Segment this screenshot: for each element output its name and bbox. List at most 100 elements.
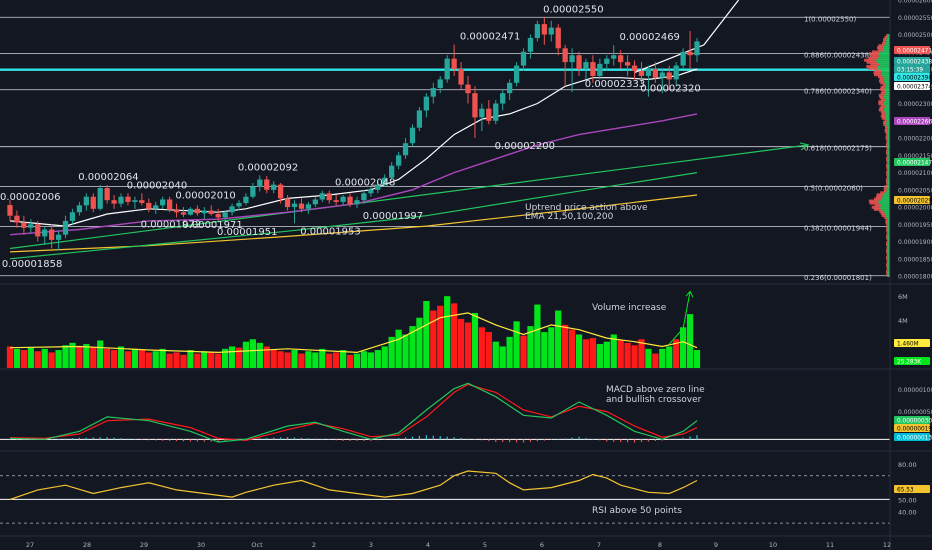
volume-marker: 25.283K	[897, 360, 921, 366]
volume-profile-bar	[878, 79, 884, 83]
macd-histogram-bar	[106, 437, 108, 440]
volume-bar	[416, 317, 423, 368]
volume-profile-bar	[886, 232, 889, 236]
candle-body	[395, 155, 402, 166]
volume-profile-bar	[879, 77, 885, 81]
volume-profile-bar	[887, 125, 890, 129]
candle-body	[382, 177, 388, 185]
volume-profile-bar	[886, 156, 888, 160]
candle-body	[284, 198, 291, 208]
candle-body	[104, 188, 110, 201]
volume-profile-bar	[884, 106, 890, 110]
volume-profile-bar	[885, 135, 888, 139]
volume-profile-bar	[880, 87, 885, 91]
macd-histogram-bar	[377, 439, 379, 441]
volume-profile-bar	[874, 73, 882, 77]
candle-body	[271, 184, 277, 190]
price-marker-bg	[894, 117, 930, 125]
volume-bar	[159, 348, 166, 368]
volume-bar	[478, 327, 486, 368]
volume-profile-bar	[885, 178, 888, 182]
volume-profile-bar	[888, 153, 890, 157]
price-axis-tick: 0.00001950	[898, 222, 932, 229]
price-level-label: 0.00002064	[78, 172, 138, 183]
macd-histogram-bar	[585, 437, 587, 440]
price-panel[interactable]: 1(0.00002550) 0.886(0.00002438) 0.786(0.00…	[0, 0, 890, 282]
volume-arrow	[668, 291, 691, 345]
volume-bar	[249, 339, 257, 368]
price-level-label: 0.00001951	[217, 227, 277, 238]
volume-profile-bar	[877, 46, 883, 50]
candle-body	[534, 24, 541, 38]
volume-profile-bar	[886, 118, 890, 122]
volume-profile-bar	[864, 58, 876, 62]
volume-profile-bar	[884, 191, 890, 195]
price-level-label: 0.00002471	[460, 32, 520, 43]
volume-profile-bar	[888, 162, 890, 166]
volume-bar	[69, 342, 76, 368]
volume-profile-bar	[882, 195, 890, 199]
volume-bar	[485, 332, 492, 368]
volume-profile-bar	[880, 114, 885, 118]
macd-histogram-bar	[661, 439, 663, 441]
volume-profile-bar	[886, 120, 890, 124]
price-level-label: 0.00002048	[335, 178, 395, 189]
volume-profile-bar	[887, 131, 890, 135]
candle-body	[430, 88, 436, 97]
price-axis-tick: 0.00002050	[898, 187, 932, 194]
macd-histogram-bar	[307, 438, 309, 440]
volume-profile-bar	[882, 193, 890, 197]
volume-profile-bar	[887, 33, 890, 37]
price-axis-tick: 0.00001800	[898, 274, 932, 281]
macd-histogram-bar	[571, 437, 573, 440]
price-level-label: 0.00001997	[363, 211, 423, 222]
macd-axis-tick: 0.00000050	[898, 409, 932, 416]
volume-profile-bar	[879, 106, 885, 110]
volume-profile-bar	[885, 127, 888, 131]
volume-profile-bar	[875, 58, 890, 62]
volume-profile-bar	[869, 201, 879, 205]
price-marker-bg	[894, 196, 930, 204]
volume-bar	[48, 352, 55, 368]
macd-annotation-line2: and bullish crossover	[606, 395, 702, 405]
candle-body	[55, 234, 62, 240]
macd-histogram-bar	[453, 437, 455, 440]
volume-bar	[360, 351, 368, 368]
volume-profile-bar	[878, 44, 884, 48]
candle-body	[611, 55, 617, 59]
volume-profile-bar	[885, 104, 890, 108]
volume-profile-bar	[880, 191, 885, 195]
volume-profile-bar	[885, 116, 890, 120]
macd-line	[9, 382, 698, 443]
volume-bar	[374, 350, 381, 368]
volume-bar	[492, 341, 499, 368]
volume-profile-bar	[886, 240, 888, 244]
volume-profile-bar	[885, 42, 890, 46]
volume-profile-bar	[888, 224, 890, 228]
price-axis-tick: 0.00002200	[898, 136, 932, 143]
price-axis-tick: 0.00002300	[898, 101, 932, 108]
rsi-panel[interactable]: RSI above 50 points 80.00 50.00 40.00	[0, 461, 917, 524]
volume-profile-bar	[887, 249, 890, 253]
volume-bar	[381, 346, 388, 368]
volume-profile-bar	[868, 52, 879, 56]
volume-bar	[117, 346, 125, 368]
volume-bar	[575, 334, 583, 368]
volume-profile-bar	[887, 153, 889, 157]
macd-histogram-bar	[293, 437, 296, 440]
volume-profile-bar	[887, 156, 890, 160]
macd-histogram-bar	[529, 439, 532, 442]
price-axis-tick: 0.00001850	[898, 256, 932, 263]
volume-profile-bar	[881, 203, 890, 207]
volume-profile-bar	[884, 118, 887, 122]
time-scale[interactable]: 27 28 29 30 Oct 2 3 4 5 6 7 8 9 10 11 12	[26, 541, 891, 549]
macd-histogram-bar	[64, 438, 67, 440]
volume-profile-bar	[886, 38, 890, 42]
volume-bar	[270, 350, 277, 368]
macd-histogram-bar	[460, 437, 462, 440]
candle-body	[437, 79, 443, 89]
volume-bar	[610, 334, 617, 368]
